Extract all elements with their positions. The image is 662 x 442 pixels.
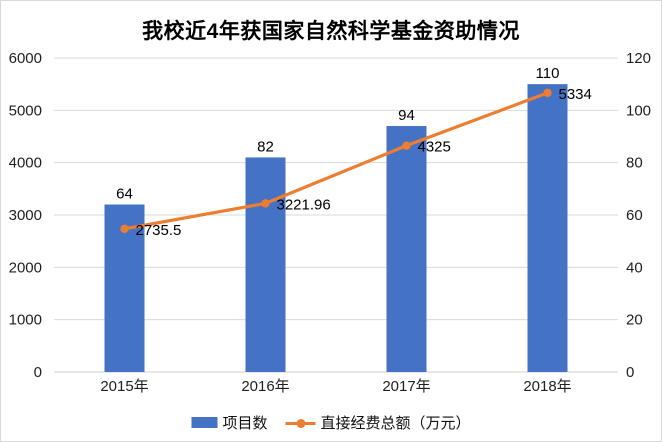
y-axis-tick-left: 4000 xyxy=(9,155,42,172)
y-axis-tick-left: 5000 xyxy=(9,102,42,119)
line-marker xyxy=(261,199,270,208)
chart-title: 我校近4年获国家自然科学基金资助情况 xyxy=(142,20,520,43)
legend-label-projects: 项目数 xyxy=(222,415,268,432)
line-data-label: 3221.96 xyxy=(277,196,331,213)
line-marker xyxy=(120,224,129,234)
y-axis-tick-left: 2000 xyxy=(9,259,42,276)
x-axis-label: 2015年 xyxy=(100,378,148,395)
y-axis-tick-left: 1000 xyxy=(9,312,42,329)
y-axis-tick-left: 3000 xyxy=(9,207,42,224)
x-axis-label: 2018年 xyxy=(523,378,571,395)
y-axis-tick-left: 0 xyxy=(34,364,42,381)
line-data-label: 4325 xyxy=(418,139,451,156)
bar xyxy=(245,157,286,372)
bar-series-swatch-icon xyxy=(191,417,218,428)
x-axis-label: 2016年 xyxy=(241,378,289,395)
bar xyxy=(527,84,568,373)
bar-data-label: 94 xyxy=(398,107,415,124)
y-axis-tick-right: 80 xyxy=(626,155,643,172)
bar xyxy=(386,126,427,373)
line-data-label: 2735.5 xyxy=(136,222,182,239)
legend-item-funding: 直接经费总额（万元） xyxy=(285,412,471,433)
line-series xyxy=(122,91,550,231)
chart-legend: 项目数 直接经费总额（万元） xyxy=(191,412,471,433)
legend-label-funding: 直接经费总额（万元） xyxy=(320,415,471,432)
y-axis-tick-right: 60 xyxy=(626,207,643,224)
y-axis-tick-right: 120 xyxy=(626,50,651,67)
line-marker xyxy=(402,141,411,150)
line-data-label: 5334 xyxy=(559,86,592,103)
y-axis-tick-right: 100 xyxy=(626,102,651,119)
y-axis-tick-left: 6000 xyxy=(9,50,42,67)
y-axis-tick-right: 20 xyxy=(626,312,643,329)
bar-data-label: 64 xyxy=(116,186,133,203)
y-axis-tick-right: 40 xyxy=(626,259,643,276)
legend-item-projects: 项目数 xyxy=(191,412,268,433)
bar-data-label: 82 xyxy=(257,138,274,155)
line-marker xyxy=(543,88,552,98)
y-axis-tick-right: 0 xyxy=(626,364,634,381)
x-axis-label: 2017年 xyxy=(382,378,430,395)
bar-data-label: 110 xyxy=(536,65,560,82)
line-series-swatch-icon xyxy=(285,418,316,428)
